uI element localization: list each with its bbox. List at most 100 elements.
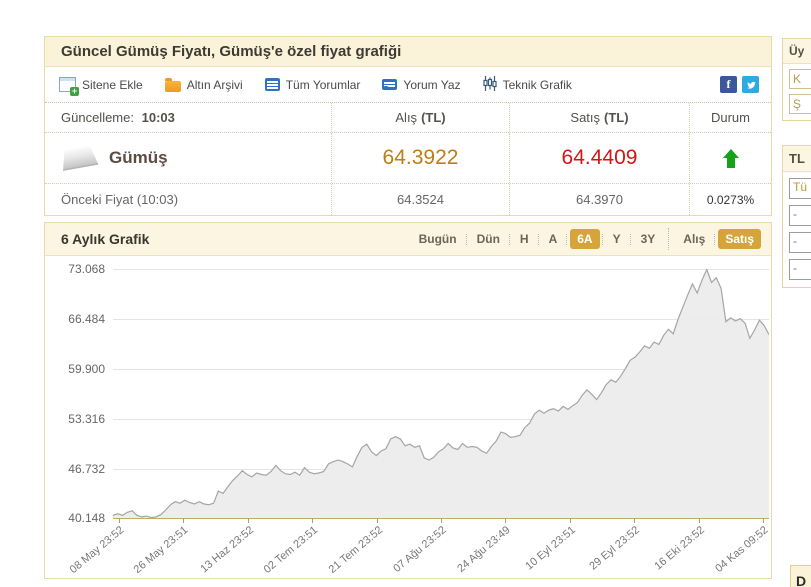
currency-select[interactable]: Tü xyxy=(789,178,811,199)
change-percent: 0.0273% xyxy=(689,184,771,215)
add-to-site-link[interactable]: Sitene Ekle xyxy=(59,77,143,96)
previous-buy: 64.3524 xyxy=(331,184,509,215)
x-tick xyxy=(377,518,378,523)
tab-6a[interactable]: 6A xyxy=(570,229,600,249)
silver-panel: Güncel Gümüş Fiyatı, Gümüş'e özel fiyat … xyxy=(44,36,772,216)
converter-title: TL xyxy=(783,146,811,172)
converter-field[interactable]: - xyxy=(789,232,811,253)
price-row: Gümüş 64.3922 64.4409 xyxy=(45,132,771,183)
gold-archive-icon xyxy=(164,77,181,92)
y-tick-label: 46.732 xyxy=(68,462,105,476)
write-comment-label: Yorum Yaz xyxy=(403,77,461,92)
password-input[interactable] xyxy=(789,94,811,114)
previous-price-label: Önceki Fiyat (10:03) xyxy=(61,192,179,207)
status-cell xyxy=(689,133,771,183)
col-status: Durum xyxy=(689,103,771,132)
tab-alis[interactable]: Alış xyxy=(683,232,706,246)
all-comments-label: Tüm Yorumlar xyxy=(285,77,361,92)
page-title: Güncel Gümüş Fiyatı, Gümüş'e özel fiyat … xyxy=(45,37,771,67)
gridline xyxy=(113,419,769,420)
x-tick xyxy=(312,518,313,523)
chart-panel: 6 Aylık Grafik Bugün Dün H A 6A Y 3Y Alı… xyxy=(44,222,772,579)
facebook-icon[interactable]: f xyxy=(720,76,737,93)
login-title: Üy xyxy=(783,39,811,64)
tab-y[interactable]: Y xyxy=(612,232,621,246)
silver-ingot-icon xyxy=(60,145,99,171)
write-comment-icon xyxy=(382,79,398,90)
add-to-site-label: Sitene Ekle xyxy=(82,77,143,92)
x-tick xyxy=(570,518,571,523)
price-table-header: Güncelleme: 10:03 Alış (TL) Satış (TL) Dur… xyxy=(45,103,771,132)
tab-satis[interactable]: Satış xyxy=(718,229,761,249)
y-tick-label: 66.484 xyxy=(68,312,105,326)
x-tick-label: 08 May 23:52 xyxy=(67,524,127,577)
tab-a[interactable]: A xyxy=(548,232,558,246)
x-tick xyxy=(248,518,249,523)
buy-price: 64.3922 xyxy=(331,133,509,183)
chart-header: 6 Aylık Grafik Bugün Dün H A 6A Y 3Y Alı… xyxy=(45,223,771,256)
y-tick-label: 40.148 xyxy=(68,511,105,525)
y-tick-label: 59.900 xyxy=(68,362,105,376)
x-tick-label: 13 Haz 23:52 xyxy=(197,524,256,576)
tab-bugun[interactable]: Bugün xyxy=(418,232,457,246)
x-tick-label: 16 Eki 23:52 xyxy=(652,524,707,573)
x-tick xyxy=(183,518,184,523)
toolbar: Sitene Ekle Altın Arşivi Tüm Yorumlar Yo… xyxy=(45,67,771,103)
x-tick xyxy=(441,518,442,523)
chart-title: 6 Aylık Grafik xyxy=(61,231,150,247)
bottom-side-box-title: D xyxy=(790,565,811,587)
x-tick-label: 02 Tem 23:51 xyxy=(261,524,320,576)
gridline xyxy=(113,319,769,320)
chart-range-tabs: Bugün Dün H A 6A Y 3Y Alış Satış xyxy=(412,228,761,250)
technical-chart-link[interactable]: Teknik Grafik xyxy=(482,75,572,94)
converter-box: TL Tü - - - xyxy=(782,145,811,288)
converter-field[interactable]: - xyxy=(789,259,811,280)
gold-archive-link[interactable]: Altın Arşivi xyxy=(164,77,243,92)
up-arrow-icon xyxy=(722,148,739,168)
add-to-site-icon xyxy=(59,77,79,96)
y-tick-label: 73.068 xyxy=(68,262,105,276)
previous-price-row: Önceki Fiyat (10:03) 64.3524 64.3970 0.0… xyxy=(45,183,771,215)
technical-chart-label: Teknik Grafik xyxy=(502,77,572,92)
technical-chart-icon xyxy=(482,75,497,94)
gridline xyxy=(113,369,769,370)
price-chart[interactable] xyxy=(113,269,769,518)
x-tick-label: 10 Eyl 23:51 xyxy=(523,524,578,573)
update-time: 10:03 xyxy=(141,110,175,125)
x-tick xyxy=(505,518,506,523)
converter-field[interactable]: - xyxy=(789,205,811,226)
all-comments-icon xyxy=(264,78,280,91)
col-buy: Alış (TL) xyxy=(331,103,509,132)
x-tick xyxy=(634,518,635,523)
gold-archive-label: Altın Arşivi xyxy=(186,77,243,92)
y-tick-label: 53.316 xyxy=(68,412,105,426)
x-tick-label: 21 Tem 23:52 xyxy=(326,524,385,576)
x-tick xyxy=(763,518,764,523)
x-tick-label: 29 Eyl 23:52 xyxy=(587,524,642,573)
chart-plot-area: 73.068 66.484 59.900 53.316 46.732 40.14… xyxy=(45,256,771,578)
x-tick xyxy=(119,518,120,523)
all-comments-link[interactable]: Tüm Yorumlar xyxy=(264,77,361,92)
instrument-cell: Gümüş xyxy=(45,133,331,183)
previous-sell: 64.3970 xyxy=(509,184,689,215)
x-tick-label: 24 Ağu 23:49 xyxy=(455,524,513,575)
x-tick-label: 07 Ağu 23:52 xyxy=(391,524,449,575)
tab-3y[interactable]: 3Y xyxy=(640,232,656,246)
write-comment-link[interactable]: Yorum Yaz xyxy=(382,77,461,92)
col-sell: Satış (TL) xyxy=(509,103,689,132)
username-input[interactable] xyxy=(789,69,811,89)
tab-h[interactable]: H xyxy=(519,232,529,246)
chart-area-fill xyxy=(113,269,769,518)
update-label: Güncelleme: xyxy=(61,110,134,125)
sell-price: 64.4409 xyxy=(509,133,689,183)
login-box: Üy xyxy=(782,38,811,121)
x-tick xyxy=(699,518,700,523)
x-tick-label: 26 May 23:51 xyxy=(131,524,191,577)
twitter-icon[interactable] xyxy=(742,76,759,93)
chart-line xyxy=(113,269,769,518)
tab-dun[interactable]: Dün xyxy=(476,232,500,246)
gridline xyxy=(113,269,769,270)
update-cell: Güncelleme: 10:03 xyxy=(45,103,331,132)
x-tick-label: 04 Kas 09:52 xyxy=(713,524,771,575)
